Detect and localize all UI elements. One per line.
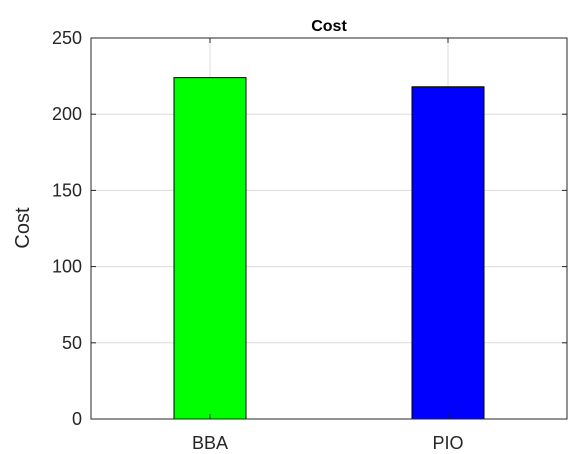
y-tick-label: 200 [52,104,82,124]
y-tick-labels: 0 50 100 150 200 250 [52,28,82,429]
y-tick-label: 50 [62,333,82,353]
y-tick-label: 100 [52,257,82,277]
chart-title: Cost [311,18,347,35]
x-tick-labels: BBA PIO [192,433,464,453]
plot-background [91,38,567,419]
bars [173,77,485,420]
plot-frame [90,37,568,420]
y-axis-label: Cost [12,207,34,249]
x-tick-label: PIO [432,433,463,453]
axis-ticks [91,37,567,420]
y-tick-label: 0 [72,409,82,429]
bar-pio [411,86,485,420]
y-tick-label: 150 [52,180,82,200]
y-tick-label: 250 [52,28,82,48]
x-tick-label: BBA [192,433,228,453]
bar-bba [173,77,247,420]
